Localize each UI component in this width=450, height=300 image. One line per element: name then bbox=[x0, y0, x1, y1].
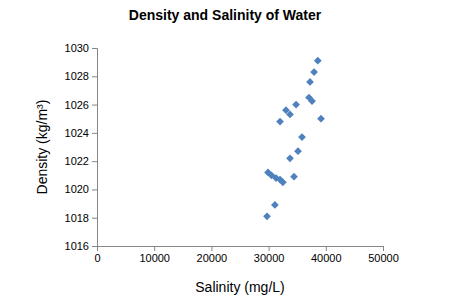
y-tick-label: 1018 bbox=[65, 212, 89, 224]
x-tick: 30000 bbox=[254, 246, 285, 264]
point bbox=[276, 118, 284, 126]
point bbox=[290, 173, 298, 181]
y-axis: 1016 1018 1020 1022 1024 1026 1028 1030 bbox=[65, 42, 98, 252]
x-tick-mark bbox=[269, 246, 270, 251]
y-tick-label: 1026 bbox=[65, 99, 89, 111]
y-tick-label: 1022 bbox=[65, 155, 89, 167]
y-tick: 1030 bbox=[65, 42, 97, 54]
x-tick-label: 40000 bbox=[311, 252, 342, 264]
x-tick-label: 0 bbox=[94, 252, 100, 264]
point bbox=[286, 111, 294, 119]
x-tick: 50000 bbox=[368, 246, 399, 264]
y-tick: 1018 bbox=[65, 212, 97, 224]
x-tick-mark bbox=[154, 246, 155, 251]
x-tick: 0 bbox=[94, 246, 100, 264]
x-tick-label: 50000 bbox=[368, 252, 399, 264]
y-tick-mark bbox=[92, 105, 97, 106]
x-tick: 20000 bbox=[197, 246, 228, 264]
y-tick: 1020 bbox=[65, 183, 97, 195]
x-axis: 0 10000 20000 30000 40000 50000 bbox=[94, 246, 398, 264]
x-tick-label: 30000 bbox=[254, 252, 285, 264]
point bbox=[279, 178, 287, 186]
x-axis-line bbox=[98, 247, 384, 252]
x-tick-label: 20000 bbox=[197, 252, 228, 264]
point bbox=[263, 212, 271, 220]
point bbox=[306, 78, 314, 86]
point bbox=[286, 154, 294, 162]
y-tick-label: 1020 bbox=[65, 183, 89, 195]
point bbox=[308, 97, 316, 105]
y-tick: 1024 bbox=[65, 127, 97, 139]
y-tick-label: 1016 bbox=[65, 240, 89, 252]
x-axis-title: Salinity (mg/L) bbox=[195, 279, 284, 295]
x-tick: 40000 bbox=[311, 246, 342, 264]
x-tick: 10000 bbox=[139, 246, 170, 264]
point bbox=[314, 57, 322, 65]
point bbox=[292, 101, 300, 109]
point bbox=[271, 201, 279, 209]
y-tick: 1022 bbox=[65, 155, 97, 167]
point bbox=[294, 147, 302, 155]
chart: 0100002000030000400005000010161018102010… bbox=[0, 0, 450, 300]
title: Density and Salinity of Water bbox=[129, 7, 322, 23]
y-tick-mark bbox=[92, 161, 97, 162]
y-tick: 1016 bbox=[65, 240, 97, 252]
x-tick-mark bbox=[211, 246, 212, 251]
x-tick-label: 10000 bbox=[139, 252, 170, 264]
points bbox=[263, 57, 325, 220]
y-tick-label: 1028 bbox=[65, 70, 89, 82]
point bbox=[310, 68, 318, 76]
point bbox=[298, 133, 306, 141]
y-axis-line bbox=[92, 49, 98, 247]
point bbox=[317, 115, 325, 123]
y-tick-mark bbox=[92, 218, 97, 219]
y-tick-mark bbox=[92, 48, 97, 49]
x-tick-mark bbox=[326, 246, 327, 251]
y-tick: 1028 bbox=[65, 70, 97, 82]
y-tick: 1026 bbox=[65, 99, 97, 111]
y-axis-title: Density (kg/m³) bbox=[34, 100, 50, 195]
plot-area: 0100002000030000400005000010161018102010… bbox=[65, 42, 399, 264]
y-tick-label: 1024 bbox=[65, 127, 89, 139]
y-tick-mark bbox=[92, 133, 97, 134]
y-tick-mark bbox=[92, 76, 97, 77]
y-tick-label: 1030 bbox=[65, 42, 89, 54]
y-tick-mark bbox=[92, 189, 97, 190]
y-tick-mark bbox=[92, 246, 97, 247]
x-tick-mark bbox=[383, 246, 384, 251]
